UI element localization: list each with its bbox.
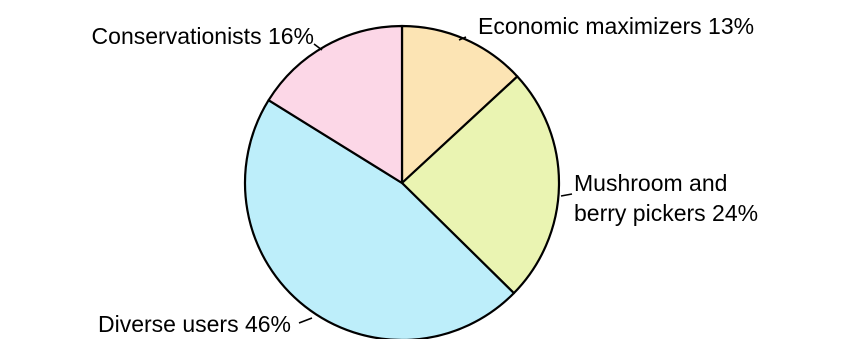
leader-line-1 — [560, 193, 573, 197]
leader-line-3 — [313, 43, 323, 51]
leader-line-2 — [298, 317, 313, 324]
slice-label-2: Diverse users 46% — [98, 311, 291, 337]
leader-lines — [298, 36, 573, 324]
slice-label-1-line-0: Mushroom and — [574, 170, 727, 196]
pie-slice-3 — [267, 24, 404, 185]
slice-label-3-line-0: Conservationists 16% — [92, 23, 314, 49]
pie-slice-2 — [243, 99, 515, 339]
pie-slices — [243, 24, 561, 339]
leader-line-0 — [458, 36, 467, 41]
slice-label-1: Mushroom and berry pickers 24% — [574, 170, 758, 226]
slice-label-2-line-0: Diverse users 46% — [98, 311, 291, 337]
pie-slice-0 — [400, 24, 519, 185]
slice-labels: Economic maximizers 13% Mushroom and berry… — [92, 13, 759, 337]
pie-slice-1 — [400, 75, 561, 295]
slice-label-0: Economic maximizers 13% — [478, 13, 754, 39]
slice-label-3: Conservationists 16% — [92, 23, 314, 49]
slice-label-0-line-0: Economic maximizers 13% — [478, 13, 754, 39]
slice-label-1-line-1: berry pickers 24% — [574, 200, 758, 226]
